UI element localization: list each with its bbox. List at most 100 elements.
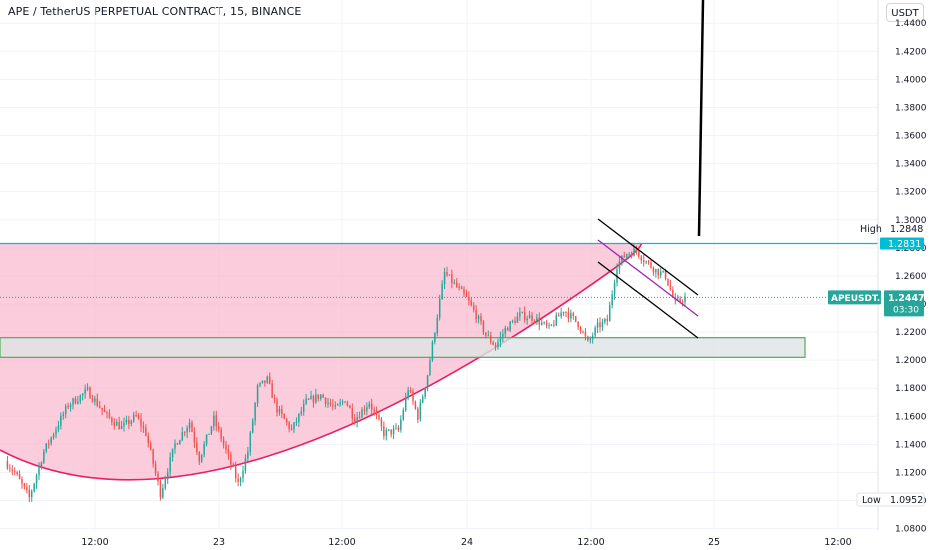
candle-body	[69, 404, 72, 408]
candle-body	[487, 335, 490, 337]
candle-body	[302, 403, 305, 412]
candle-body	[370, 403, 373, 410]
candle-body	[278, 408, 281, 413]
candle-body	[591, 335, 594, 339]
x-tick-label: 23	[213, 537, 225, 548]
candle-body	[526, 318, 528, 321]
candle-body	[506, 328, 509, 331]
candle-body	[28, 489, 31, 498]
candle-body	[387, 429, 390, 431]
candle-body	[77, 401, 79, 404]
candle-body	[630, 253, 633, 257]
resistance-price-value: 1.2831	[888, 239, 921, 250]
candle-body	[38, 466, 40, 476]
candle-body	[521, 311, 524, 313]
candle-body	[132, 414, 135, 421]
y-tick-label: 1.3400	[895, 160, 927, 170]
candle-body	[208, 433, 210, 435]
candle-body	[179, 440, 181, 445]
low-value: 1.0952	[890, 495, 923, 506]
candle-body	[519, 312, 521, 317]
candle-body	[567, 312, 570, 319]
candle-body	[400, 419, 402, 430]
candle-body	[103, 410, 106, 412]
candle-body	[468, 296, 470, 301]
candle-body	[247, 451, 249, 459]
candle-body	[239, 478, 242, 482]
candle-body	[11, 469, 14, 472]
candle-body	[480, 316, 482, 322]
candle-body	[261, 380, 264, 383]
candle-body	[137, 415, 140, 419]
candle-body	[174, 443, 176, 449]
candle-body	[273, 397, 276, 400]
candle-body	[336, 404, 339, 406]
chart-title: APE / TetherUS PERPETUAL CONTRACT, 15, B…	[8, 5, 302, 18]
candle-body	[368, 403, 371, 408]
candle-body	[533, 320, 536, 322]
candle-body	[264, 380, 266, 383]
candle-body	[281, 408, 283, 414]
candle-body	[511, 320, 514, 322]
candle-body	[458, 286, 460, 288]
candle-body	[290, 428, 293, 430]
candle-body	[584, 332, 587, 337]
last-price-value: 1.2447	[888, 293, 925, 304]
candle-body	[625, 254, 628, 258]
candle-body	[191, 422, 193, 432]
candle-body	[225, 444, 227, 450]
y-tick-label: 1.2600	[895, 272, 927, 282]
y-tick-label: 1.3600	[895, 132, 927, 142]
candle-body	[271, 383, 273, 398]
candle-body	[672, 289, 674, 297]
candle-body	[16, 472, 18, 474]
candle-body	[74, 398, 77, 404]
x-tick-label: 12:00	[81, 537, 108, 548]
y-tick-label: 1.1800	[895, 384, 927, 394]
candle-body	[159, 481, 162, 498]
candle-body	[50, 437, 52, 444]
candle-body	[6, 461, 9, 469]
y-tick-label: 1.3800	[895, 103, 927, 113]
candle-body	[502, 333, 504, 337]
candle-body	[618, 261, 621, 269]
candle-body	[164, 479, 167, 488]
candle-body	[441, 284, 443, 300]
candle-body	[251, 420, 254, 433]
candle-body	[232, 464, 235, 467]
candle-body	[451, 274, 453, 284]
candle-body	[599, 322, 601, 328]
candle-body	[276, 399, 278, 413]
candle-body	[523, 311, 526, 321]
candle-body	[227, 449, 230, 455]
candle-body	[611, 294, 613, 306]
candle-body	[341, 401, 344, 403]
candle-body	[81, 393, 84, 396]
candle-body	[57, 425, 60, 430]
candle-body	[30, 491, 33, 498]
candle-body	[536, 317, 538, 322]
candle-body	[587, 336, 589, 341]
x-tick-label: 12:00	[328, 537, 355, 548]
candle-body	[492, 342, 494, 345]
candle-body	[21, 479, 23, 484]
candle-body	[18, 473, 21, 480]
candle-body	[385, 430, 388, 436]
candle-body	[499, 336, 502, 342]
candle-body	[315, 394, 317, 403]
candle-body	[23, 483, 26, 487]
candle-body	[171, 448, 174, 458]
candle-body	[538, 317, 541, 325]
candle-body	[327, 402, 329, 404]
currency-button[interactable]: USDT	[886, 3, 924, 22]
candle-body	[570, 313, 572, 319]
candle-body	[283, 413, 286, 419]
candle-body	[128, 419, 130, 425]
candle-body	[91, 398, 94, 402]
breakout-target-line	[697, 0, 705, 237]
candle-body	[397, 427, 400, 430]
candle-body	[157, 473, 159, 482]
x-tick-label: 24	[461, 537, 473, 548]
rounding-bottom-zone	[0, 243, 642, 480]
